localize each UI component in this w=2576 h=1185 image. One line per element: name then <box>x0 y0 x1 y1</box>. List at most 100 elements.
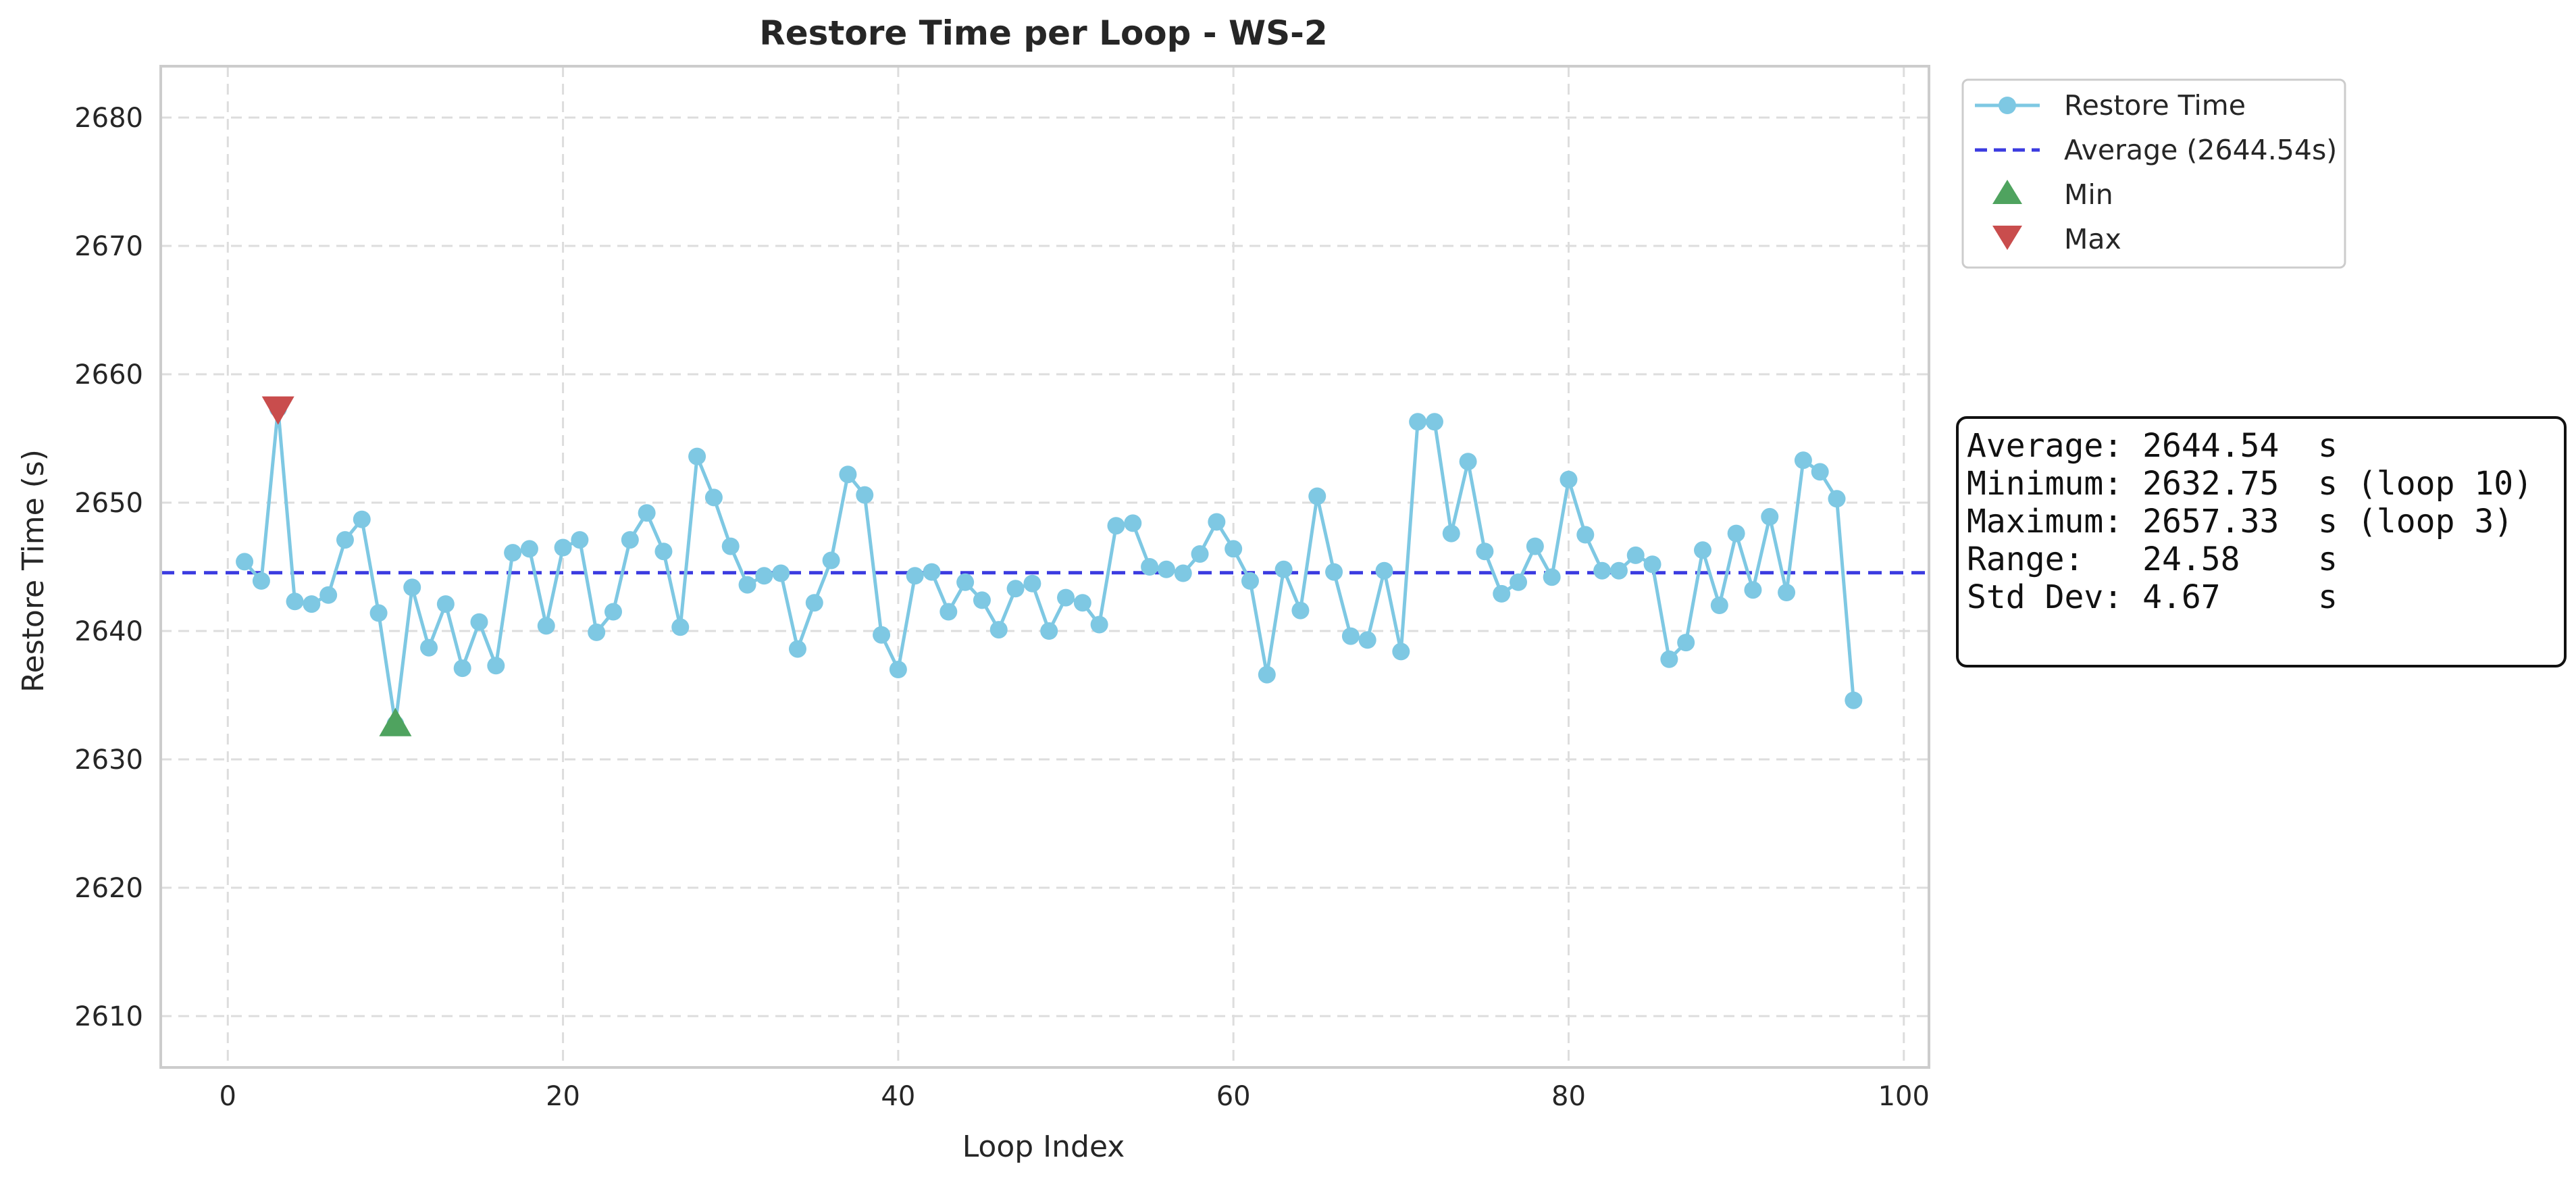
data-point <box>1794 451 1812 470</box>
data-point <box>453 659 471 678</box>
data-point <box>889 661 907 678</box>
data-point <box>252 572 270 590</box>
data-point <box>1274 560 1293 578</box>
legend-label: Average (2644.54s) <box>2064 134 2337 166</box>
data-point <box>1761 507 1779 526</box>
legend-item-average: Average (2644.54s) <box>1975 134 2337 166</box>
y-tick-label: 2680 <box>74 103 143 134</box>
data-point <box>1493 584 1511 603</box>
data-point <box>470 613 488 631</box>
stats-line-std-dev: Std Dev: 4.67 s <box>1967 578 2338 616</box>
data-point <box>1341 627 1360 645</box>
data-point <box>772 564 790 582</box>
data-point <box>1057 588 1075 607</box>
data-point <box>1073 594 1091 612</box>
data-point <box>403 578 421 597</box>
data-point <box>1543 568 1561 586</box>
y-axis-label: Restore Time (s) <box>16 449 51 692</box>
data-point <box>1308 487 1326 505</box>
data-point <box>1710 597 1728 614</box>
legend-label: Max <box>2064 223 2121 255</box>
data-point <box>1626 546 1645 564</box>
data-point <box>1124 514 1142 532</box>
data-point <box>1225 540 1243 558</box>
data-point <box>1291 601 1310 620</box>
data-point <box>923 563 941 581</box>
data-point <box>1090 615 1108 634</box>
legend-triangle-up-swatch <box>1992 180 2022 204</box>
data-point <box>805 594 823 612</box>
data-point <box>873 626 891 644</box>
x-axis-ticks: 0 20 40 60 80 100 <box>220 1081 1930 1112</box>
plot-frame <box>159 65 1930 1069</box>
data-point <box>654 543 673 561</box>
data-point <box>822 551 840 570</box>
stats-box: Average: 2644.54 s Minimum: 2632.75 s (l… <box>1956 416 2567 667</box>
data-point <box>671 618 690 636</box>
data-point <box>973 591 991 609</box>
x-tick-label: 20 <box>546 1081 580 1112</box>
data-point <box>1828 490 1846 508</box>
data-point <box>1693 541 1711 559</box>
data-point <box>688 447 706 465</box>
data-point <box>1660 650 1678 668</box>
data-point <box>1576 526 1595 544</box>
stats-line-maximum: Maximum: 2657.33 s (loop 3) <box>1967 503 2513 540</box>
data-point <box>520 540 538 558</box>
data-point <box>755 567 773 585</box>
data-point <box>621 531 639 549</box>
data-point <box>504 544 522 562</box>
data-point <box>1778 584 1796 601</box>
extreme-markers <box>261 396 412 736</box>
data-point <box>906 567 924 585</box>
min-marker <box>379 707 412 736</box>
data-point <box>487 657 505 675</box>
stats-box-frame <box>1956 416 2567 667</box>
data-point <box>939 603 958 621</box>
data-point <box>1023 574 1041 592</box>
legend: Restore Time Average (2644.54s) Min Max <box>1961 78 2346 269</box>
data-point <box>588 623 606 641</box>
y-tick-label: 2640 <box>74 616 143 647</box>
legend-item-min: Min <box>1992 178 2113 211</box>
legend-label: Min <box>2064 178 2113 211</box>
data-point <box>1609 561 1628 580</box>
data-point <box>1526 537 1544 555</box>
series-layer <box>236 399 1863 733</box>
data-point <box>1811 463 1829 481</box>
data-point <box>336 531 354 549</box>
data-point <box>554 538 572 557</box>
chart-title: Restore Time per Loop - WS-2 <box>759 14 1327 53</box>
y-tick-label: 2660 <box>74 359 143 390</box>
data-point <box>1744 581 1762 599</box>
y-axis-ticks: 2610 2620 2630 2640 2650 2660 2670 2680 <box>74 103 143 1032</box>
data-point <box>1141 558 1159 576</box>
data-point <box>638 504 656 522</box>
data-point <box>353 510 371 528</box>
legend-marker-swatch <box>1999 97 2016 114</box>
data-point <box>1593 561 1612 580</box>
data-point <box>604 603 623 621</box>
data-point <box>1375 561 1393 580</box>
data-point <box>537 617 555 635</box>
legend-frame <box>1961 78 2346 269</box>
data-point <box>1510 573 1528 591</box>
data-point <box>1409 413 1427 431</box>
legend-label: Restore Time <box>2064 89 2246 122</box>
stats-line-range: Range: 24.58 s <box>1967 540 2338 578</box>
data-point <box>1241 572 1259 590</box>
legend-item-max: Max <box>1992 223 2121 255</box>
data-point <box>788 640 806 658</box>
data-point <box>1157 560 1175 578</box>
data-point <box>989 621 1008 639</box>
data-point <box>436 595 455 613</box>
data-point <box>1258 665 1276 684</box>
data-point <box>1325 563 1343 581</box>
data-point <box>286 592 304 611</box>
data-point <box>1208 513 1226 531</box>
legend-item-restore-time: Restore Time <box>1975 89 2246 122</box>
data-point <box>1476 543 1494 561</box>
data-point <box>1459 453 1477 471</box>
x-tick-label: 80 <box>1551 1081 1586 1112</box>
